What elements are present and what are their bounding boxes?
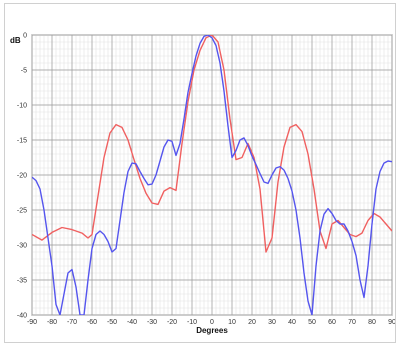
x-tick-label: 80 [368, 319, 376, 326]
y-tick-label: -25 [17, 208, 27, 215]
line-chart: 0 -5 -10 -15 -20 -25 -30 -35 -40 -90 -80 -70 -60 -50… [10, 33, 395, 336]
x-tick-label: 60 [328, 319, 336, 326]
x-tick-label: -80 [47, 319, 57, 326]
series-line [32, 35, 392, 253]
x-tick-label: -60 [87, 319, 97, 326]
y-tick-label: -35 [17, 278, 27, 285]
x-tick-label: 50 [308, 319, 316, 326]
x-tick-label: -10 [187, 319, 197, 326]
y-tick-label: -10 [17, 103, 27, 110]
x-tick-label: 90 [388, 319, 395, 326]
x-tick-label: 30 [268, 319, 276, 326]
x-tick-label: 0 [210, 319, 214, 326]
x-tick-label: -20 [167, 319, 177, 326]
x-tick-labels: -90 -80 -70 -60 -50 -40 -30 -20 -10 0 10 20 30 40 50 60… [27, 319, 395, 326]
x-axis-label: Degrees [196, 326, 228, 335]
series-line [32, 35, 392, 315]
y-tick-label: -5 [21, 68, 27, 75]
x-tick-label: 10 [228, 319, 236, 326]
y-tick-label: -30 [17, 243, 27, 250]
x-tick-label: -90 [27, 319, 37, 326]
grid [31, 34, 393, 316]
x-tick-label: -30 [147, 319, 157, 326]
x-tick-label: -70 [67, 319, 77, 326]
x-tick-label: 20 [248, 319, 256, 326]
x-tick-label: -50 [107, 319, 117, 326]
x-tick-label: 70 [348, 319, 356, 326]
x-tick-label: 40 [288, 319, 296, 326]
chart-frame: 0 -5 -10 -15 -20 -25 -30 -35 -40 -90 -80 -70 -60 -50… [4, 3, 396, 343]
y-tick-label: -15 [17, 138, 27, 145]
x-tick-label: -40 [127, 319, 137, 326]
y-axis-label: dB [10, 36, 21, 45]
y-tick-labels: 0 -5 -10 -15 -20 -25 -30 -35 -40 [17, 33, 27, 320]
series-lines [32, 35, 392, 315]
y-tick-label: 0 [23, 33, 27, 40]
y-tick-label: -40 [17, 313, 27, 320]
y-tick-label: -20 [17, 173, 27, 180]
